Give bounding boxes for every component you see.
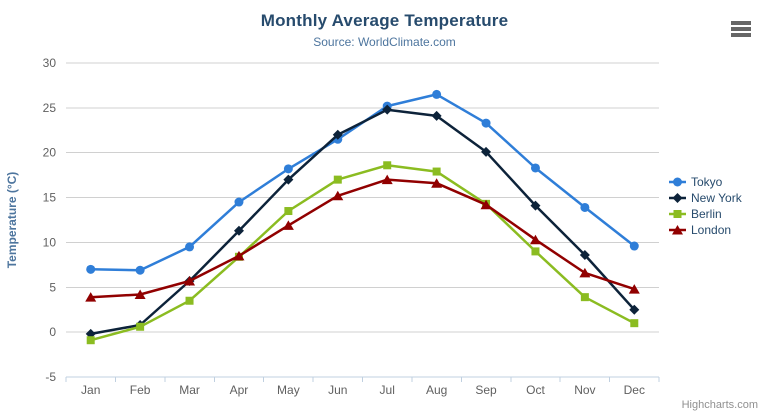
hamburger-icon — [731, 21, 753, 37]
x-axis-label: Aug — [426, 383, 447, 397]
x-axis-label: May — [277, 383, 300, 397]
legend-label: Berlin — [691, 207, 722, 221]
diamond-marker-icon — [669, 193, 686, 203]
legend-item-london[interactable]: London — [669, 222, 742, 238]
x-axis-label: Nov — [574, 383, 595, 397]
y-axis-title: Temperature (°C) — [5, 172, 19, 269]
x-axis-label: Mar — [179, 383, 200, 397]
series-tokyo[interactable] — [86, 89, 639, 275]
chart-subtitle: Source: WorldClimate.com — [313, 35, 456, 49]
legend: Tokyo New York Berlin London — [669, 174, 742, 238]
circle-marker-icon — [669, 177, 686, 187]
chart-title: Monthly Average Temperature — [260, 11, 509, 30]
series-new-york[interactable] — [85, 104, 640, 339]
export-menu-button[interactable] — [729, 19, 755, 41]
legend-label: London — [691, 223, 732, 237]
y-axis-label: 10 — [43, 235, 57, 249]
gridlines — [66, 62, 659, 333]
legend-item-berlin[interactable]: Berlin — [669, 206, 742, 222]
credits-link[interactable]: Highcharts.com — [681, 399, 758, 411]
x-axis-label: Jan — [81, 383, 100, 397]
x-axis — [65, 376, 660, 382]
legend-label: New York — [691, 191, 742, 205]
triangle-marker-icon — [669, 225, 686, 235]
y-axis-labels: -5 0 5 10 15 20 25 30 — [43, 56, 57, 384]
x-axis-label: Jun — [328, 383, 347, 397]
x-axis-label: Sep — [475, 383, 497, 397]
legend-item-new-york[interactable]: New York — [669, 190, 742, 206]
y-axis-label: 30 — [43, 56, 57, 70]
x-axis-label: Feb — [130, 383, 151, 397]
y-axis-label: 25 — [43, 101, 57, 115]
legend-label: Tokyo — [691, 175, 723, 189]
square-marker-icon — [669, 210, 686, 218]
x-axis-label: Jul — [380, 383, 395, 397]
x-axis-labels: Jan Feb Mar Apr May Jun Jul Aug Sep Oct Nov Dec — [81, 383, 645, 397]
y-axis-label: 20 — [43, 146, 57, 160]
x-axis-label: Dec — [624, 383, 645, 397]
legend-item-tokyo[interactable]: Tokyo — [669, 174, 742, 190]
y-axis-label: -5 — [45, 370, 56, 384]
x-axis-label: Apr — [230, 383, 249, 397]
series-london[interactable] — [85, 174, 640, 302]
y-axis-label: 5 — [49, 280, 56, 294]
x-axis-label: Oct — [526, 383, 545, 397]
y-axis-label: 0 — [49, 325, 56, 339]
y-axis-label: 15 — [43, 191, 57, 205]
